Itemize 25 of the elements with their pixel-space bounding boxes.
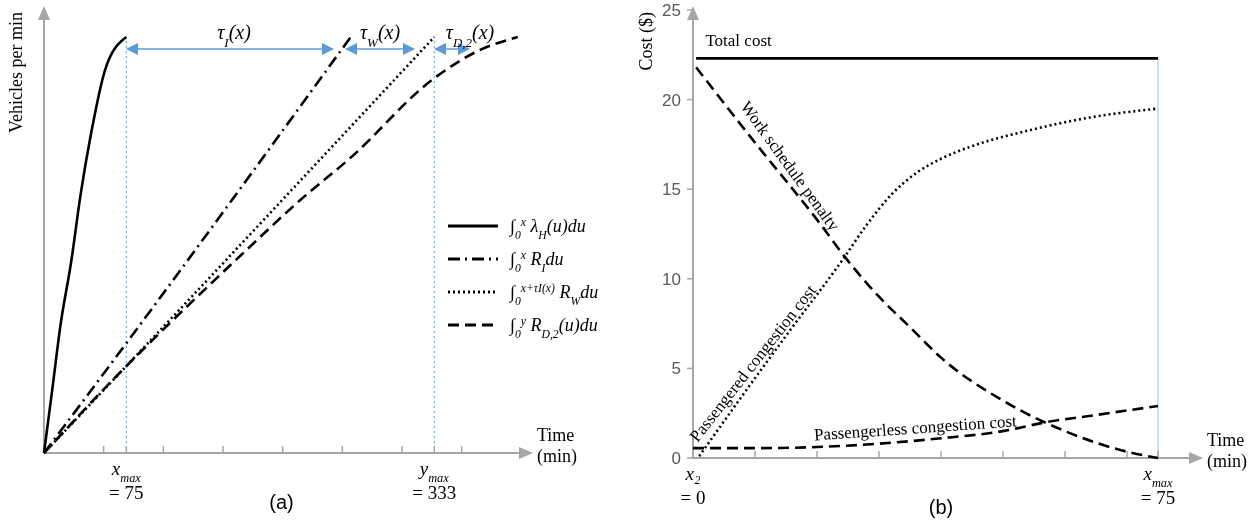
x-tick-label: x$_{max}$ = 75 bbox=[109, 458, 144, 503]
text: (a) bbox=[269, 491, 294, 513]
series-label: Passengerless congestion cost bbox=[813, 411, 1018, 445]
annotation: τ$_{D,2}$(x) bbox=[445, 21, 495, 50]
x-tick-label: x₂ = 0 bbox=[680, 463, 706, 508]
y-tick-label: 10 bbox=[662, 269, 681, 289]
y-tick-label: 20 bbox=[662, 90, 681, 110]
legend-label: ∫$_{0}$$^{y}$ R$_{D,2}$(u)du bbox=[509, 314, 598, 341]
legend-label: ∫$_{0}$$^{x+τI(x)}$ R$_{W}$du bbox=[509, 281, 599, 308]
legend-label: ∫$_{0}$$^{x}$ λ$_{H}$(u)du bbox=[509, 215, 586, 242]
y-tick-label: 25 bbox=[662, 0, 681, 20]
y-tick-label: 5 bbox=[671, 359, 681, 379]
annotation: τ$_{W}$(x) bbox=[359, 21, 401, 50]
x-axis-title: Time (min) bbox=[537, 425, 577, 467]
y-tick-label: 0 bbox=[671, 448, 681, 468]
text: (b) bbox=[928, 496, 954, 518]
y-axis-title: Vehicles per min bbox=[6, 12, 26, 133]
x-axis-title: Time (min) bbox=[1207, 430, 1247, 472]
annotation: τ$_{I}$(x) bbox=[217, 21, 252, 50]
x-tick-label: y$_{max}$ = 333 bbox=[412, 458, 457, 503]
series-label: Total cost bbox=[705, 31, 772, 51]
x-tick-label: x$_{max}$ = 75 bbox=[1140, 463, 1176, 508]
y-axis-title: Cost ($) bbox=[636, 11, 657, 71]
legend-label: ∫$_{0}$$^{x}$ R$_{I}$du bbox=[509, 248, 564, 275]
y-tick-label: 15 bbox=[662, 180, 681, 200]
